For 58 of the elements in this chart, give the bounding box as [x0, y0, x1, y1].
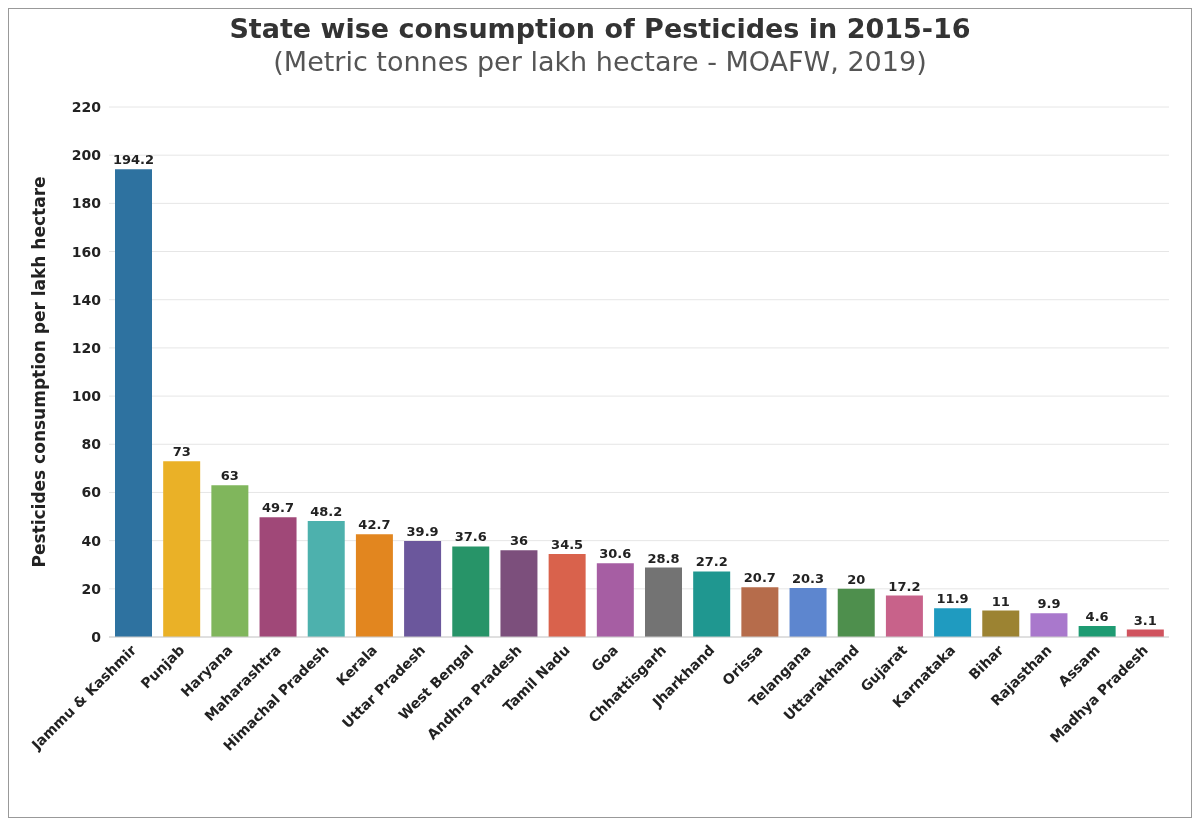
bar [741, 587, 779, 637]
bar [1030, 613, 1068, 637]
data-label: 17.2 [888, 578, 921, 594]
y-tick-label: 200 [71, 147, 102, 164]
data-label: 34.5 [551, 536, 584, 552]
bar [1078, 625, 1116, 637]
data-label: 11.9 [936, 591, 969, 607]
y-tick-label: 0 [91, 628, 102, 645]
data-label: 27.2 [695, 554, 728, 570]
bar [452, 546, 490, 637]
bar [982, 610, 1020, 637]
bar [693, 571, 731, 637]
data-label: 9.9 [1037, 596, 1061, 612]
data-label: 73 [172, 444, 191, 460]
bar [885, 595, 923, 637]
bar [837, 588, 875, 637]
bar [789, 588, 827, 637]
data-label: 28.8 [647, 550, 680, 566]
y-tick-label: 120 [71, 339, 102, 356]
y-tick-label: 40 [81, 532, 102, 549]
data-label: 20 [847, 571, 866, 587]
y-axis-title: Pesticides consumption per lakh hectare [29, 176, 50, 568]
bar [163, 461, 201, 637]
data-label: 42.7 [358, 517, 391, 533]
bar [355, 534, 393, 637]
data-label: 48.2 [310, 503, 343, 519]
y-tick-label: 220 [71, 98, 102, 115]
data-label: 36 [509, 533, 528, 549]
data-label: 194.2 [112, 152, 155, 168]
y-tick-label: 80 [81, 436, 102, 453]
data-label: 30.6 [599, 546, 632, 562]
y-tick-label: 20 [81, 580, 102, 597]
data-label: 3.1 [1133, 612, 1157, 628]
bar [115, 169, 152, 637]
data-label: 49.7 [262, 500, 295, 516]
chart-subtitle: (Metric tonnes per lakh hectare - MOAFW, 2019) [272, 46, 928, 77]
bar [645, 567, 682, 637]
bar [259, 517, 297, 637]
y-tick-label: 180 [71, 195, 102, 212]
data-label: 39.9 [406, 523, 439, 539]
bar [211, 485, 249, 637]
data-label: 37.6 [454, 529, 487, 545]
chart-title: State wise consumption of Pesticides in 2015-16 [228, 12, 972, 44]
data-label: 11 [991, 593, 1010, 609]
data-label: 20.7 [743, 570, 776, 586]
data-label: 20.3 [792, 571, 825, 587]
bar [404, 540, 442, 637]
data-label: 63 [220, 468, 239, 484]
bar [548, 553, 586, 637]
bar [596, 563, 634, 637]
y-tick-label: 140 [71, 291, 102, 308]
y-tick-label: 160 [71, 243, 102, 260]
data-label: 4.6 [1085, 608, 1109, 624]
y-tick-label: 60 [81, 484, 102, 501]
bar [500, 550, 538, 637]
y-tick-label: 100 [71, 388, 102, 405]
bar [307, 520, 345, 637]
bar [934, 608, 972, 637]
